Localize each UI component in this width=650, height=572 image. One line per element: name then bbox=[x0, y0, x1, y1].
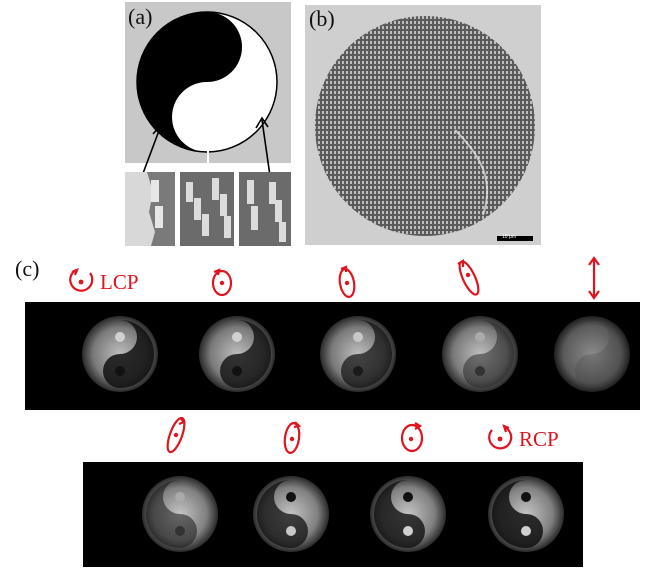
rcp-label: RCP bbox=[519, 427, 559, 451]
yin-yang-figure bbox=[136, 11, 278, 153]
beam-image-2 bbox=[199, 316, 275, 392]
beam-image-4 bbox=[442, 316, 518, 392]
ellipse-slight-right-icon bbox=[397, 420, 427, 459]
ellipse-narrow-tilted-icon bbox=[455, 256, 483, 305]
panel-a-label: (a) bbox=[128, 4, 153, 29]
beam-image-3 bbox=[320, 316, 396, 392]
lcp-circle-icon bbox=[66, 267, 98, 300]
beam-image-8 bbox=[370, 476, 446, 552]
inset-arrows bbox=[141, 116, 271, 177]
ellipse-tilted-left-icon bbox=[334, 264, 360, 305]
beam-image-5 bbox=[554, 316, 630, 392]
scale-bar-label: 10 μm bbox=[502, 234, 516, 240]
panel-c-label: (c) bbox=[15, 256, 40, 281]
sem-inset-left bbox=[125, 172, 175, 246]
lcp-label: LCP bbox=[100, 270, 139, 294]
beam-image-6 bbox=[142, 476, 218, 552]
beam-image-9 bbox=[488, 476, 564, 552]
ellipse-narrow-right-icon bbox=[162, 413, 190, 462]
panel-b-label: (b) bbox=[309, 6, 335, 31]
panel-b bbox=[305, 5, 541, 245]
rcp-circle-icon bbox=[484, 423, 516, 458]
image-strip-row1 bbox=[25, 302, 640, 410]
image-strip-row2 bbox=[83, 462, 583, 567]
sem-inset-right bbox=[239, 172, 291, 246]
beam-image-7 bbox=[253, 476, 329, 552]
linear-vertical-arrow-icon bbox=[584, 256, 604, 305]
panel-a bbox=[125, 2, 291, 163]
ellipse-slight-left-icon bbox=[208, 266, 236, 303]
sem-inset-middle bbox=[180, 172, 234, 246]
beam-image-1 bbox=[82, 316, 158, 392]
ellipse-tilted-right-icon bbox=[279, 418, 305, 463]
